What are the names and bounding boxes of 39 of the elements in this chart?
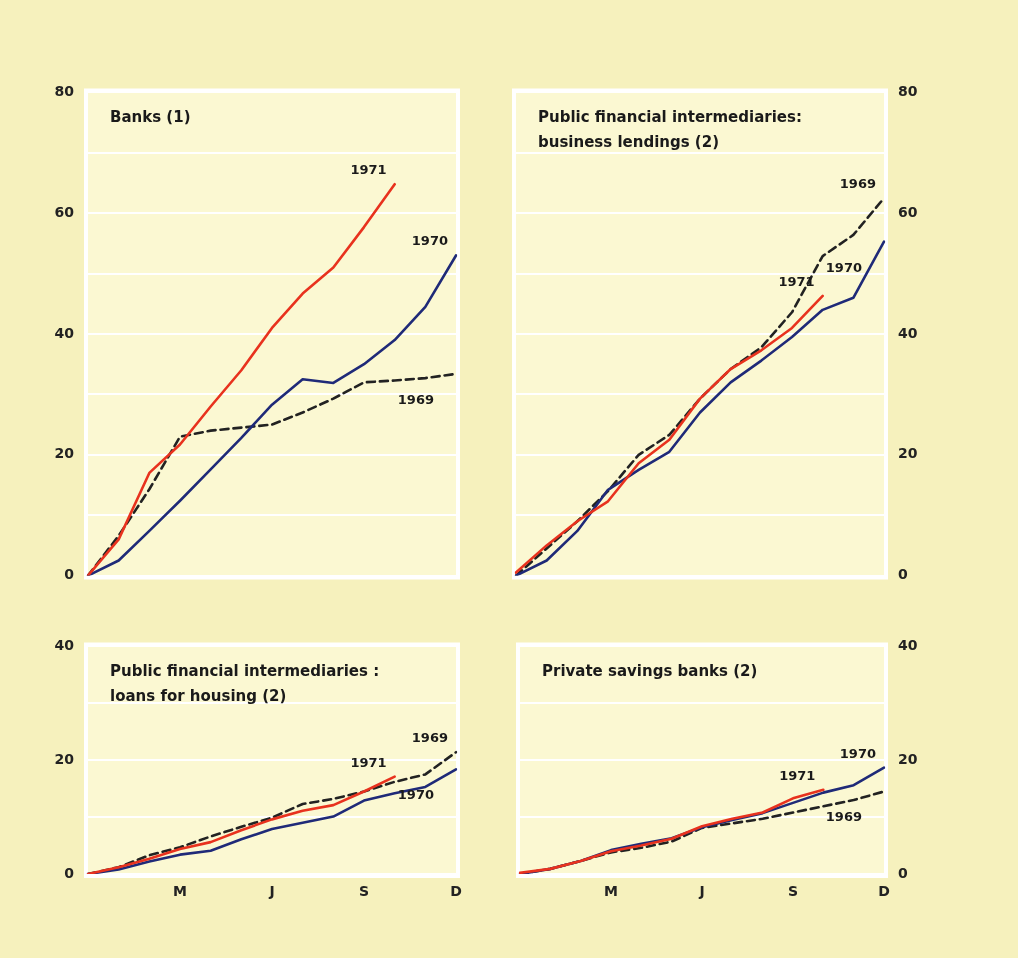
y-tick-label: 40 bbox=[54, 324, 75, 341]
x-tick-label: D bbox=[878, 883, 890, 900]
series-label: 1969 bbox=[839, 176, 876, 192]
series-label: 1970 bbox=[411, 233, 448, 249]
y-tick-label: 40 bbox=[898, 637, 918, 654]
y-tick-label: 20 bbox=[54, 445, 75, 462]
x-tick-label: J bbox=[698, 883, 705, 900]
y-tick-label: 80 bbox=[54, 83, 75, 100]
y-tick-label: 0 bbox=[64, 864, 75, 881]
x-tick-label: M bbox=[604, 883, 618, 900]
y-tick-label: 60 bbox=[54, 203, 75, 220]
x-tick-label: S bbox=[787, 883, 799, 900]
text: Public financial intermediaries: business lendings (2) bbox=[538, 108, 802, 152]
series-label: 1971 bbox=[779, 767, 816, 783]
series-label: 1971 bbox=[350, 754, 387, 770]
series-label: 1970 bbox=[825, 259, 862, 275]
y-tick-label: 40 bbox=[54, 637, 75, 654]
y-tick-label: 20 bbox=[898, 445, 918, 462]
y-tick-label: 80 bbox=[898, 83, 918, 100]
series-label: 1969 bbox=[411, 730, 448, 746]
series-label: 1970 bbox=[397, 787, 434, 803]
y-tick-label: 60 bbox=[898, 203, 918, 220]
y-tick-label: 0 bbox=[898, 566, 908, 583]
x-tick-label: D bbox=[450, 883, 462, 900]
series-label: 1969 bbox=[397, 391, 434, 407]
x-tick-label: M bbox=[173, 883, 187, 900]
series-label: 1970 bbox=[839, 745, 876, 761]
series-label: 1971 bbox=[350, 162, 387, 178]
y-tick-label: 0 bbox=[64, 566, 75, 583]
y-tick-label: 40 bbox=[898, 324, 918, 341]
text: Private savings banks (2) bbox=[542, 662, 758, 681]
y-tick-label: 0 bbox=[898, 864, 908, 881]
text: Public financial intermediaries : loans for housing (2) bbox=[110, 662, 380, 706]
series-label: 1969 bbox=[825, 809, 862, 825]
y-tick-label: 20 bbox=[54, 750, 75, 767]
y-tick-label: 20 bbox=[898, 750, 918, 767]
x-tick-label: S bbox=[358, 883, 370, 900]
x-tick-label: J bbox=[268, 883, 275, 900]
text: Banks (1) bbox=[110, 108, 191, 127]
